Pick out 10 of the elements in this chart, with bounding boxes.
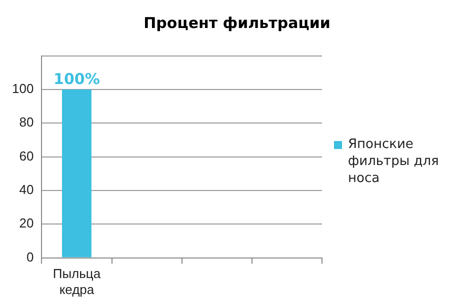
legend-label: Японские фильтры для носа (348, 136, 440, 187)
y-tick-label: 0 (26, 249, 34, 264)
y-tick-label: 100 (12, 81, 34, 96)
y-tick-label: 40 (19, 182, 34, 198)
y-tick-label: 80 (19, 114, 34, 130)
chart-title: Процент фильтрации (142, 14, 332, 32)
y-tick-label: 20 (19, 216, 34, 231)
x-tick-label: Пыльца кедра (52, 266, 102, 297)
data-label: 100% (54, 70, 100, 88)
y-tick-label: 60 (19, 148, 34, 164)
